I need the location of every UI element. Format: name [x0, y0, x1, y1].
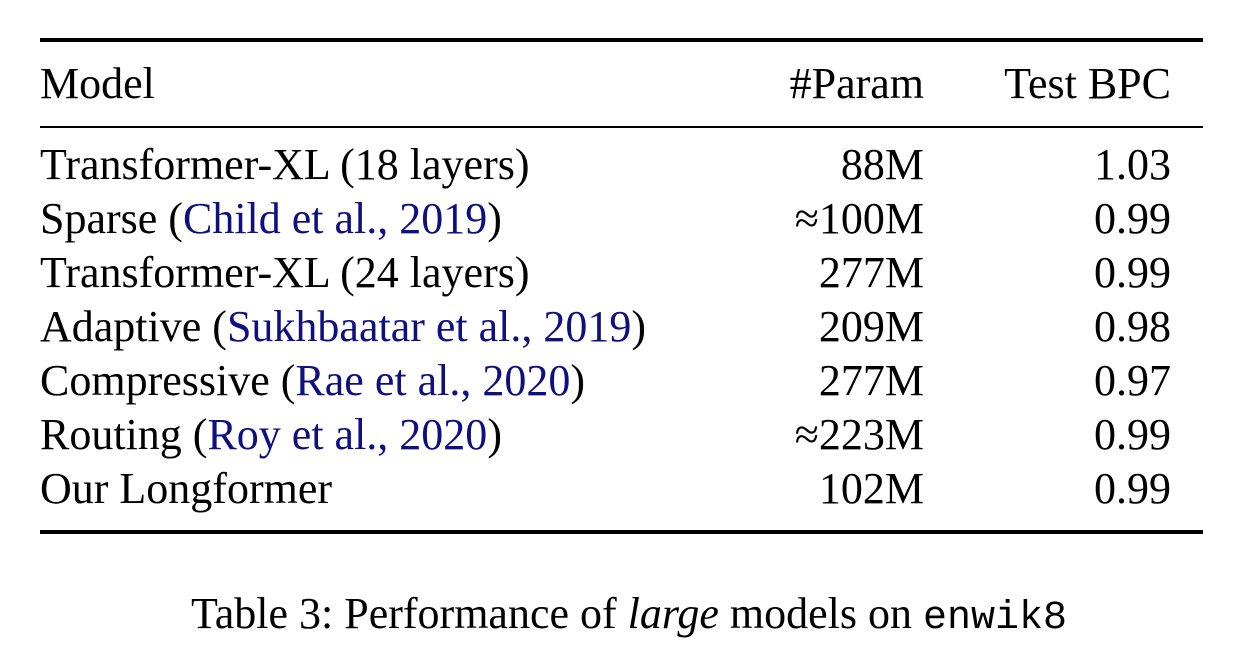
header-model: Model — [40, 59, 155, 108]
param-count-cell: 277M — [818, 356, 924, 405]
citation-link[interactable]: Sukhbaatar et al., 2019 — [226, 302, 632, 351]
model-name: Transformer-XL (24 layers) — [40, 248, 530, 297]
header-test-bpc: Test BPC — [1004, 59, 1171, 108]
table-body: Transformer-XL (18 layers) 88M 1.03 Sparse … — [40, 128, 1203, 530]
model-name: Our Longformer — [40, 464, 333, 513]
model-name-suffix: ) — [631, 302, 647, 351]
test-bpc-cell: 0.99 — [1094, 410, 1171, 459]
model-name-cell: Compressive (Rae et al., 2020) — [40, 354, 740, 408]
param-count-cell: ≈100M — [794, 194, 924, 243]
caption-middle: models on — [718, 589, 924, 638]
table-row: Adaptive (Sukhbaatar et al., 2019) 209M 0.… — [40, 300, 1203, 354]
param-count-cell: 209M — [818, 302, 924, 351]
param-count-cell: 277M — [818, 248, 924, 297]
citation-link[interactable]: Rae et al., 2020 — [295, 356, 571, 405]
param-count-cell: 88M — [840, 140, 924, 189]
citation-link[interactable]: Roy et al., 2020 — [207, 410, 488, 459]
table-row: Transformer-XL (18 layers) 88M 1.03 — [40, 128, 1203, 192]
model-name-cell: Transformer-XL (18 layers) — [40, 128, 740, 192]
bottom-rule — [40, 530, 1203, 534]
model-name-suffix: ) — [487, 194, 502, 243]
caption-label: Table 3: Performance of — [190, 589, 628, 638]
table-row: Compressive (Rae et al., 2020) 277M 0.97 — [40, 354, 1203, 408]
model-name-cell: Routing (Roy et al., 2020) — [40, 408, 740, 462]
model-name: Routing ( — [40, 410, 208, 459]
test-bpc-cell: 0.98 — [1094, 302, 1171, 351]
model-name-cell: Transformer-XL (24 layers) — [40, 246, 740, 300]
table-row: Routing (Roy et al., 2020) ≈223M 0.99 — [40, 408, 1203, 462]
results-table-container: Model #Param Test BPC Transformer-XL (18… — [40, 38, 1203, 534]
model-name: Compressive ( — [40, 356, 296, 405]
model-name-cell: Adaptive (Sukhbaatar et al., 2019) — [40, 300, 740, 354]
test-bpc-cell: 0.99 — [1094, 194, 1171, 243]
test-bpc-cell: 1.03 — [1094, 140, 1171, 189]
caption-emphasis: large — [627, 589, 719, 638]
model-name: Transformer-XL (18 layers) — [40, 140, 530, 189]
table-row: Transformer-XL (24 layers) 277M 0.99 — [40, 246, 1203, 300]
header-params: #Param — [789, 59, 924, 108]
model-name: Adaptive ( — [40, 302, 227, 351]
model-name-cell: Sparse (Child et al., 2019) — [40, 192, 740, 246]
param-count-cell: 102M — [818, 464, 924, 513]
table-caption: Table 3: Performance of large models on … — [0, 586, 1258, 647]
test-bpc-cell: 0.99 — [1094, 248, 1171, 297]
table-row: Our Longformer 102M 0.99 — [40, 462, 1203, 530]
model-name-suffix: ) — [570, 356, 585, 405]
model-name-suffix: ) — [487, 410, 502, 459]
header-row: Model #Param Test BPC — [40, 42, 1203, 127]
param-count-cell: ≈223M — [794, 410, 924, 459]
results-table: Model #Param Test BPC Transformer-XL (18… — [40, 42, 1203, 530]
table-row: Sparse (Child et al., 2019) ≈100M 0.99 — [40, 192, 1203, 246]
model-name: Sparse ( — [40, 194, 183, 243]
test-bpc-cell: 0.97 — [1094, 356, 1171, 405]
test-bpc-cell: 0.99 — [1094, 464, 1171, 513]
caption-dataset: enwik8 — [923, 596, 1068, 641]
model-name-cell: Our Longformer — [40, 462, 740, 530]
top-rule — [40, 38, 1203, 42]
citation-link[interactable]: Child et al., 2019 — [182, 194, 488, 243]
